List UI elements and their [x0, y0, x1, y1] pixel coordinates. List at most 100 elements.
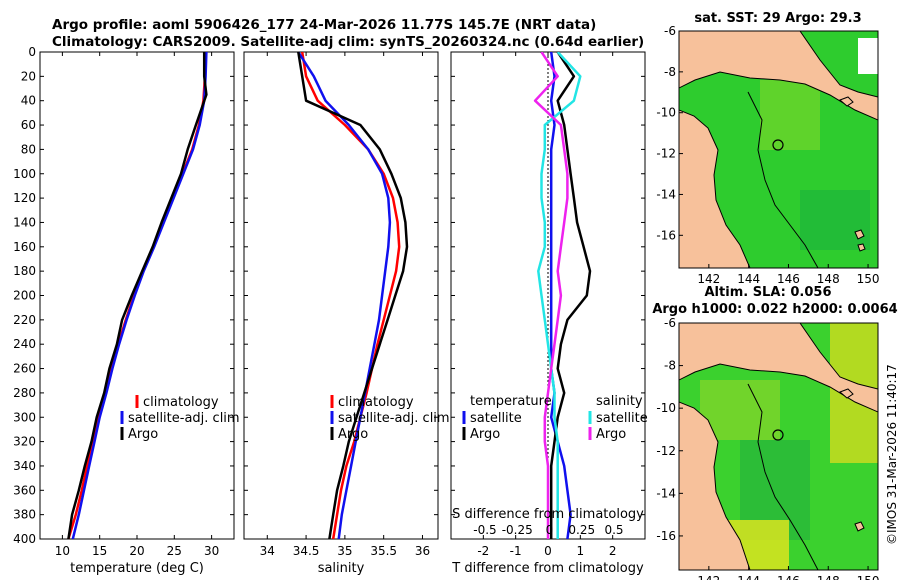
map-y-tick-label: -6	[664, 316, 676, 330]
series-line-salinity-argo	[533, 52, 569, 539]
difference-xlabel-top: S difference from climatology	[452, 507, 644, 522]
map-x-tick-label: 142	[697, 272, 720, 286]
y-tick-label: 180	[13, 264, 36, 278]
salinity-xlabel: salinity	[318, 561, 365, 576]
y-tick-label: 200	[13, 289, 36, 303]
legend-label-argo: Argo	[338, 427, 368, 442]
legend-label-climatology: climatology	[143, 395, 219, 410]
x-tick-label: 36	[415, 544, 430, 558]
x-tick-label: 10	[55, 544, 70, 558]
salinity-legend: climatology satellite-adj. clim Argo	[330, 395, 450, 442]
cloud-gap	[858, 38, 878, 74]
series-line-satellite-adj-clim	[71, 52, 208, 539]
y-tick-label: 100	[13, 167, 36, 181]
sst-map-frame	[678, 30, 879, 269]
figure-title-line2: Climatology: CARS2009. Satellite-adj cli…	[52, 34, 644, 50]
x-tick-label: 0	[544, 544, 552, 558]
legend-title-temperature: temperature	[470, 394, 552, 409]
y-tick-label: 400	[13, 532, 36, 546]
x-tick-label: 34	[260, 544, 275, 558]
salinity-difference-ticks: -0.5 -0.25 0 0.25 0.5	[473, 523, 623, 537]
sst-warm-patch	[760, 80, 820, 150]
legend-label-t-argo: Argo	[470, 427, 500, 442]
legend-label-t-satellite: satellite	[470, 411, 522, 426]
y-tick-label: 240	[13, 337, 36, 351]
y-tick-label: 80	[21, 142, 36, 156]
legend-label-s-argo: Argo	[596, 427, 626, 442]
top-tick-label: 0	[546, 523, 554, 537]
temperature-panel: 10 15 20 25 30020406080100120140160180200220…	[13, 45, 240, 576]
map-y-tick-label: -8	[664, 65, 676, 79]
land-cape-york	[679, 401, 751, 570]
imos-timestamp: ©IMOS 31-Mar-2026 11:40:17	[885, 364, 899, 545]
legend-label-satellite: satellite-adj. clim	[338, 411, 450, 426]
map-y-tick-label: -12	[656, 147, 676, 161]
argo-float-marker	[772, 139, 784, 151]
map-x-tick-label: 146	[777, 272, 800, 286]
x-tick-label: 35.5	[370, 544, 397, 558]
y-tick-label: 20	[21, 69, 36, 83]
x-tick-label: 2	[609, 544, 617, 558]
legend-label-s-satellite: satellite	[596, 411, 648, 426]
sla-map-panel: Altim. SLA: 0.056 Argo h1000: 0.022 h200…	[652, 285, 897, 580]
y-tick-label: 300	[13, 410, 36, 424]
temperature-plot-area	[39, 51, 235, 540]
map-y-tick-label: -6	[664, 24, 676, 38]
sla-map-title-line1: Altim. SLA: 0.056	[705, 285, 832, 300]
series-line-satellite-adj-clim	[297, 52, 392, 539]
map-y-tick-label: -10	[656, 401, 676, 415]
islands	[839, 96, 866, 252]
series-line-temperature-satellite	[549, 52, 572, 539]
map-y-tick-label: -12	[656, 444, 676, 458]
legend-label-satellite: satellite-adj. clim	[128, 411, 240, 426]
x-tick-label: 1	[577, 544, 585, 558]
y-tick-label: 380	[13, 508, 36, 522]
argo-float-marker	[772, 429, 784, 441]
difference-xlabel: T difference from climatology	[451, 561, 644, 576]
map-y-tick-label: -14	[656, 187, 676, 201]
map-y-tick-label: -14	[656, 486, 676, 500]
map-y-tick-label: -8	[664, 359, 676, 373]
salinity-panel: 34 34.5 35 35.5 36 salinity climatology sate…	[243, 51, 450, 576]
series-line-argo	[297, 52, 409, 539]
shelf-contour	[747, 383, 819, 570]
salinity-plot-area	[243, 51, 439, 540]
sla-mid	[700, 380, 780, 440]
y-tick-label: 0	[28, 45, 36, 59]
temperature-legend: climatology satellite-adj. clim Argo	[120, 395, 240, 442]
series-line-salinity-satellite	[537, 52, 582, 539]
y-tick-label: 120	[13, 191, 36, 205]
legend-label-climatology: climatology	[338, 395, 414, 410]
map-x-tick-label: 148	[817, 574, 840, 580]
sla-map-title-line2: Argo h1000: 0.022 h2000: 0.0064	[652, 302, 897, 317]
y-tick-label: 340	[13, 459, 36, 473]
x-tick-label: -1	[510, 544, 522, 558]
difference-legend: temperature satellite Argo salinity sate…	[462, 394, 648, 442]
y-tick-label: 320	[13, 435, 36, 449]
top-tick-label: 0.5	[604, 523, 623, 537]
x-tick-label: 35	[337, 544, 352, 558]
map-x-tick-label: 142	[697, 574, 720, 580]
map-x-tick-label: 144	[737, 272, 760, 286]
sla-map-frame	[678, 322, 879, 571]
x-tick-label: -2	[477, 544, 489, 558]
sst-cool-patch	[800, 190, 870, 250]
x-tick-label: 25	[167, 544, 182, 558]
top-tick-label: 0.25	[568, 523, 595, 537]
islands	[839, 388, 865, 532]
sst-map-title: sat. SST: 29 Argo: 29.3	[694, 11, 861, 26]
map-y-tick-label: -16	[656, 529, 676, 543]
x-tick-label: 15	[92, 544, 107, 558]
y-tick-label: 260	[13, 362, 36, 376]
land-cape-york	[679, 109, 751, 268]
map-y-tick-label: -10	[656, 106, 676, 120]
x-tick-label: 20	[129, 544, 144, 558]
map-x-tick-label: 148	[817, 272, 840, 286]
figure-title-line1: Argo profile: aoml 5906426_177 24-Mar-20…	[52, 17, 596, 33]
map-x-tick-label: 150	[857, 574, 880, 580]
y-tick-label: 140	[13, 215, 36, 229]
series-line-argo	[67, 52, 208, 539]
y-tick-label: 280	[13, 386, 36, 400]
series-line-climatology	[300, 52, 401, 539]
